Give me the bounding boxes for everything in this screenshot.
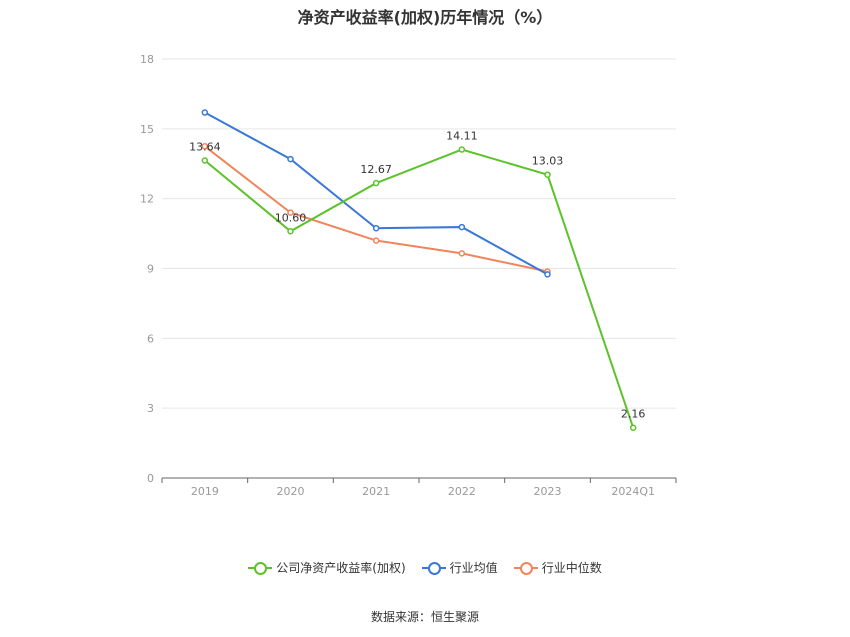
y-tick-label: 12: [140, 193, 154, 206]
data-point: [458, 223, 466, 231]
y-tick-label: 3: [147, 402, 154, 415]
chart-title: 净资产收益率(加权)历年情况（%）: [297, 8, 553, 27]
data-label: 14.11: [446, 130, 478, 143]
data-label: 13.64: [189, 140, 221, 153]
data-point: [287, 209, 294, 216]
y-tick-label: 0: [147, 472, 154, 485]
data-label: 12.67: [360, 163, 392, 176]
y-tick-label: 15: [140, 123, 154, 136]
data-point: [287, 228, 294, 235]
data-point: [372, 237, 380, 244]
legend: 公司净资产收益率(加权) 行业均值 行业中位数: [0, 559, 850, 576]
legend-marker-icon: [513, 561, 538, 575]
data-point: [201, 143, 209, 150]
data-point: [372, 224, 380, 232]
data-point: [372, 179, 380, 187]
legend-label: 行业均值: [449, 561, 498, 575]
data-label: 10.60: [275, 211, 307, 224]
y-tick-label: 9: [147, 263, 154, 276]
data-labels: 13.64 10.60 12.67 14.11 13.03 2.16: [189, 130, 645, 421]
source-note: 数据来源：恒生聚源: [370, 610, 479, 624]
data-point: [201, 157, 209, 164]
axes: 0 3 6 9 12 15 18 2019 2020 2021 2022 2023 2024Q1: [140, 53, 677, 498]
x-tick-label: 2022: [448, 485, 476, 498]
data-point: [201, 109, 209, 116]
x-tick-label: 2019: [191, 485, 219, 498]
data-label: 2.16: [621, 408, 646, 421]
x-tick-label: 2020: [277, 485, 305, 498]
grid-lines: [162, 58, 676, 409]
legend-marker-icon: [421, 561, 446, 575]
series-lines: [201, 109, 637, 431]
legend-item[interactable]: 行业均值: [421, 559, 498, 576]
x-tick-label: 2024Q1: [611, 485, 655, 498]
series-line: [204, 148, 635, 429]
series-line: [204, 111, 548, 276]
y-tick-label: 18: [140, 53, 154, 66]
legend-label: 行业中位数: [541, 561, 602, 575]
data-point: [287, 155, 294, 163]
legend-label: 公司净资产收益率(加权): [276, 561, 406, 575]
y-tick-label: 6: [147, 332, 154, 345]
data-point: [458, 250, 466, 257]
data-point: [544, 271, 551, 278]
data-point: [544, 171, 551, 178]
legend-item[interactable]: 公司净资产收益率(加权): [248, 559, 406, 576]
legend-marker-icon: [248, 561, 273, 575]
legend-item[interactable]: 行业中位数: [513, 559, 602, 576]
x-tick-label: 2021: [362, 485, 390, 498]
x-tick-label: 2023: [534, 485, 562, 498]
data-point: [629, 424, 637, 431]
data-point: [458, 146, 466, 153]
data-label: 13.03: [532, 155, 564, 168]
